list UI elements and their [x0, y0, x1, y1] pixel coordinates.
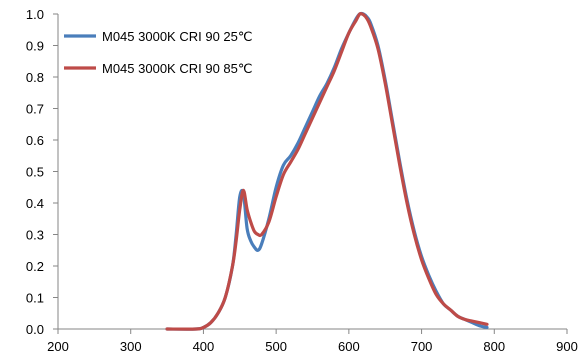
x-tick-label: 400: [193, 339, 215, 354]
x-axis-ticks: 200 300 400 500 600 700 800 900: [47, 329, 578, 354]
y-axis-ticks: 0.0 0.1 0.2 0.3 0.4 0.5 0.6 0.7 0.8 0.9 1.0: [26, 7, 58, 337]
x-tick-label: 900: [556, 339, 578, 354]
x-tick-label: 700: [411, 339, 433, 354]
y-tick-label: 0.3: [26, 228, 44, 243]
y-tick-label: 0.9: [26, 39, 44, 54]
y-tick-label: 0.1: [26, 291, 44, 306]
x-tick-label: 300: [120, 339, 142, 354]
chart-series: [165, 11, 489, 331]
y-tick-label: 0.8: [26, 70, 44, 85]
x-tick-label: 800: [483, 339, 505, 354]
y-tick-label: 0.4: [26, 196, 44, 211]
x-tick-label: 500: [265, 339, 287, 354]
y-tick-label: 0.7: [26, 102, 44, 117]
legend-label-2: M045 3000K CRI 90 85℃: [102, 61, 252, 76]
series-line-2: [165, 11, 489, 331]
x-tick-label: 600: [338, 339, 360, 354]
legend-label-1: M045 3000K CRI 90 25℃: [102, 29, 252, 44]
chart-legend: M045 3000K CRI 90 25℃ M045 3000K CRI 90 8…: [64, 29, 252, 76]
y-tick-label: 0.2: [26, 259, 44, 274]
y-tick-label: 0.6: [26, 133, 44, 148]
y-tick-label: 0.0: [26, 322, 44, 337]
x-tick-label: 200: [47, 339, 69, 354]
y-tick-label: 1.0: [26, 7, 44, 22]
y-tick-label: 0.5: [26, 165, 44, 180]
